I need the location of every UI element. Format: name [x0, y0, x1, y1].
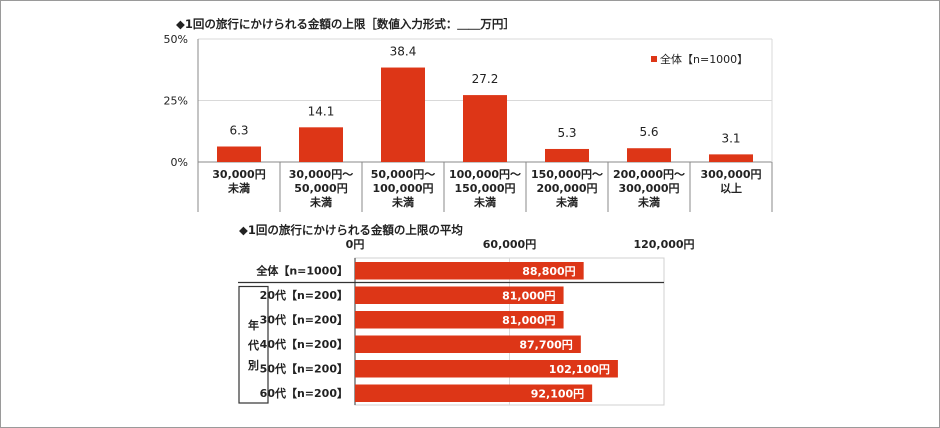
row-label: 60代【n=200】	[260, 386, 348, 400]
bar	[299, 127, 343, 162]
legend-label: 全体【n=1000】	[660, 52, 748, 66]
bar-value-label: 87,700円	[519, 338, 572, 351]
x-tick-label: 未満	[637, 195, 660, 209]
x-tick-label: 300,000円	[700, 168, 761, 181]
group-label-char: 年	[248, 318, 259, 332]
x-tick-label: 未満	[473, 195, 496, 209]
x-tick-label: 120,000円	[633, 238, 694, 251]
x-tick-label: 0円	[346, 238, 365, 251]
x-tick-label: 50,000円～	[371, 168, 435, 181]
bar-value-label: 88,800円	[522, 265, 575, 278]
top-chart-legend: 全体【n=1000】	[651, 52, 748, 66]
bar	[545, 148, 589, 162]
y-tick-label: 50%	[164, 33, 188, 46]
bar-value-label: 92,100円	[531, 387, 584, 400]
row-label: 50代【n=200】	[260, 361, 348, 375]
x-tick-label: 150,000円～	[531, 168, 603, 181]
row-label: 30代【n=200】	[260, 312, 348, 326]
x-tick-label: 未満	[227, 181, 250, 195]
x-tick-label: 30,000円	[212, 168, 265, 181]
group-label-char: 代	[247, 338, 259, 352]
bar	[355, 286, 564, 304]
bar-value-label: 81,000円	[502, 289, 555, 302]
x-tick-label: 300,000円	[618, 182, 679, 195]
bottom-chart-bars: 88,800円 81,000円 81,000円 87,700円 102,100円 92,1…	[355, 262, 618, 402]
bar-value-label: 14.1	[308, 104, 335, 118]
legend-swatch	[651, 56, 657, 62]
bar	[355, 335, 581, 353]
top-chart-x-axis: 30,000円未満30,000円～50,000円未満50,000円～100,00…	[197, 162, 773, 212]
bar	[463, 95, 507, 162]
x-tick-label: 以上	[720, 181, 742, 195]
bar	[355, 384, 593, 402]
x-tick-label: 150,000円	[454, 182, 515, 195]
bottom-chart-gridlines	[238, 257, 665, 406]
x-tick-label: 200,000円～	[613, 168, 685, 181]
x-tick-label: 100,000円～	[449, 168, 521, 181]
x-tick-label: 60,000円	[483, 238, 536, 251]
row-label: 全体【n=1000】	[255, 263, 348, 277]
bar	[355, 262, 584, 280]
bar	[217, 146, 261, 162]
bottom-chart-x-axis: 0円 60,000円 120,000円	[346, 238, 695, 251]
x-tick-label: 100,000円	[372, 182, 433, 195]
x-tick-label: 未満	[391, 195, 414, 209]
top-chart-bars: 6.3 14.1 38.4 27.2 5.3 5.6 3.1	[217, 45, 753, 162]
y-tick-label: 0%	[171, 156, 188, 169]
bar-value-label: 27.2	[472, 72, 499, 86]
bar-value-label: 5.3	[557, 126, 576, 140]
bar	[709, 154, 753, 162]
x-tick-label: 未満	[555, 195, 578, 209]
top-chart-y-axis: 0% 25% 50%	[164, 33, 188, 169]
top-chart-title: ◆1回の旅行にかけられる金額の上限［数値入力形式：＿＿万円］	[176, 17, 515, 31]
row-label: 40代【n=200】	[260, 337, 348, 351]
group-label-char: 別	[247, 358, 259, 372]
bar-value-label: 6.3	[229, 124, 248, 138]
bar-value-label: 81,000円	[502, 314, 555, 327]
x-tick-label: 50,000円	[294, 182, 347, 195]
y-tick-label: 25%	[164, 95, 188, 108]
bar-value-label: 3.1	[721, 131, 740, 145]
bar-value-label: 5.6	[639, 125, 658, 139]
bar-value-label: 38.4	[390, 45, 417, 59]
bottom-chart-title: ◆1回の旅行にかけられる金額の上限の平均	[239, 223, 463, 237]
x-tick-label: 30,000円～	[289, 168, 353, 181]
group-bracket	[238, 285, 269, 404]
bar	[381, 67, 425, 162]
bar-value-label: 102,100円	[549, 363, 610, 376]
bottom-chart-row-labels: 全体【n=1000】 20代【n=200】 30代【n=200】 40代【n=200】…	[238, 263, 348, 404]
row-label: 20代【n=200】	[260, 288, 348, 302]
x-tick-label: 200,000円	[536, 182, 597, 195]
x-tick-label: 未満	[309, 195, 332, 209]
bar	[355, 311, 564, 329]
bar	[355, 360, 618, 378]
bar	[627, 148, 671, 162]
